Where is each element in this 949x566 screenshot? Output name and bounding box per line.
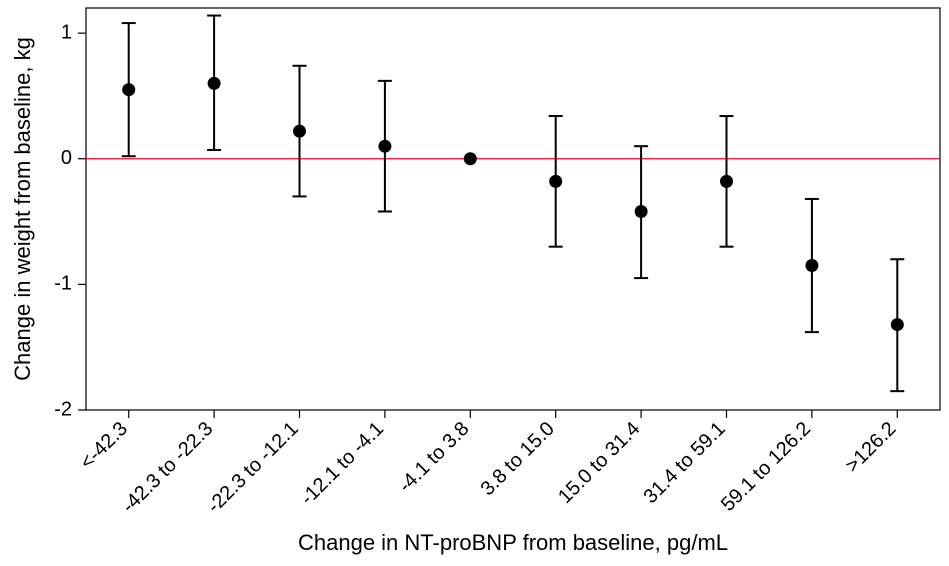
weight-vs-ntprobnp-chart: -2 -1 0 1 Change in weight from baseline, kg…: [0, 0, 949, 566]
data-point: [549, 175, 562, 188]
data-point: [208, 77, 221, 90]
y-tick-label: -1: [54, 273, 72, 295]
x-tick-label: 59.1 to 126.2: [717, 418, 815, 516]
x-tick-label: 15.0 to 31.4: [554, 418, 644, 508]
data-point: [122, 83, 135, 96]
x-tick-label: -4.1 to 3.8: [394, 418, 473, 497]
y-tick-label: 1: [61, 21, 72, 43]
data-point: [891, 318, 904, 331]
x-axis-title: Change in NT-proBNP from baseline, pg/mL: [298, 530, 728, 555]
data-point: [720, 175, 733, 188]
x-tick-label: -12.1 to -4.1: [296, 418, 388, 510]
y-tick-label: -2: [54, 398, 72, 420]
x-tick-label: 3.8 to 15.0: [477, 418, 559, 500]
x-tick-label: >126.2: [841, 418, 900, 477]
y-axis-title: Change in weight from baseline, kg: [10, 37, 35, 381]
data-point: [378, 140, 391, 153]
x-tick-label: <-42.3: [76, 418, 132, 474]
x-tick-label: -22.3 to -12.1: [203, 418, 303, 518]
data-point: [293, 125, 306, 138]
y-tick-label: 0: [61, 147, 72, 169]
x-tick-label: 31.4 to 59.1: [640, 418, 730, 508]
data-point: [805, 259, 818, 272]
data-point: [464, 152, 477, 165]
data-point: [635, 205, 648, 218]
